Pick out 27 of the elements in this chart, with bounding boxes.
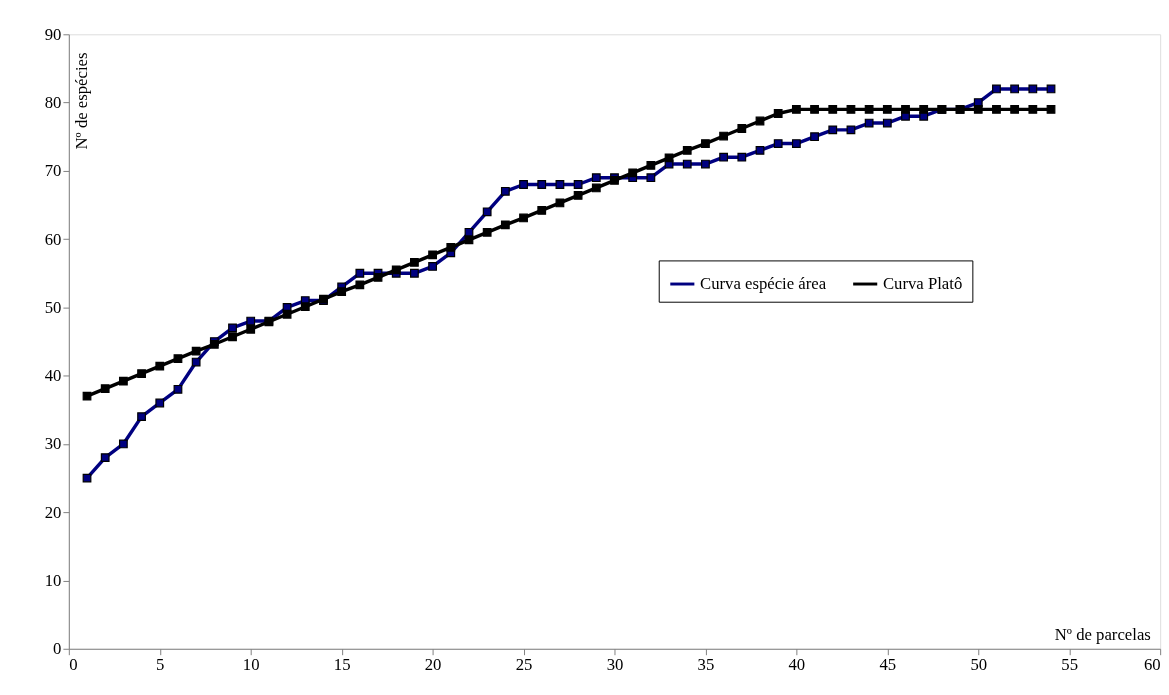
x-tick-label: 25 <box>515 654 533 674</box>
x-tick-label: 35 <box>697 654 715 674</box>
legend-label: Curva Platô <box>882 273 963 293</box>
y-tick-label: 60 <box>44 229 62 249</box>
x-tick-label: 20 <box>424 654 442 674</box>
x-tick-label: 5 <box>156 654 165 674</box>
y-tick-label: 40 <box>44 366 62 386</box>
x-tick-label: 55 <box>1061 654 1079 674</box>
x-tick-label: 45 <box>879 654 897 674</box>
x-tick-label: 15 <box>333 654 351 674</box>
x-tick-label: 10 <box>242 654 260 674</box>
y-axis-title: Nº de espécies <box>72 52 92 150</box>
x-tick-label: 40 <box>788 654 806 674</box>
y-tick-label: 90 <box>44 24 62 44</box>
y-tick-label: 80 <box>44 92 62 112</box>
y-tick-label: 50 <box>44 297 62 317</box>
x-tick-label: 0 <box>69 654 78 674</box>
x-tick-label: 30 <box>606 654 624 674</box>
x-axis-title: Nº de parcelas <box>1054 625 1151 645</box>
x-tick-label: 50 <box>970 654 988 674</box>
y-tick-label: 10 <box>44 570 62 590</box>
legend-label: Curva espécie área <box>700 273 827 293</box>
y-tick-label: 20 <box>44 502 62 522</box>
y-tick-label: 70 <box>44 161 62 181</box>
y-tick-label: 0 <box>53 639 62 659</box>
y-tick-label: 30 <box>44 434 62 454</box>
x-tick-label: 60 <box>1143 654 1161 674</box>
